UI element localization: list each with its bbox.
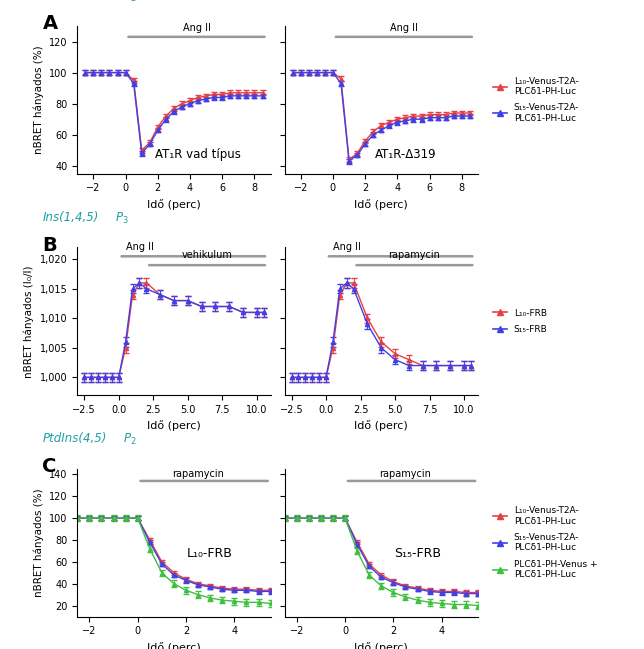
- Text: S₁₅-FRB: S₁₅-FRB: [394, 546, 441, 559]
- Text: rapamycin: rapamycin: [388, 251, 440, 260]
- Text: Ang II: Ang II: [333, 241, 361, 252]
- Text: C: C: [43, 457, 57, 476]
- X-axis label: Idő (perc): Idő (perc): [147, 421, 201, 432]
- Text: $P_3$: $P_3$: [115, 210, 129, 226]
- Text: PtdIns(4,5): PtdIns(4,5): [43, 0, 107, 2]
- Text: $P_2$: $P_2$: [123, 432, 137, 447]
- X-axis label: Idő (perc): Idő (perc): [147, 642, 201, 649]
- Text: PtdIns(4,5): PtdIns(4,5): [43, 432, 107, 445]
- X-axis label: Idő (perc): Idő (perc): [354, 199, 408, 210]
- Text: rapamycin: rapamycin: [379, 469, 431, 479]
- Text: Ins(1,4,5): Ins(1,4,5): [43, 210, 99, 223]
- X-axis label: Idő (perc): Idő (perc): [354, 642, 408, 649]
- Legend: L₁₀-Venus-T2A-
PLCδ1-PH-Luc, S₁₅-Venus-T2A-
PLCδ1-PH-Luc, PLCδ1-PH-Venus +
PLCδ1: L₁₀-Venus-T2A- PLCδ1-PH-Luc, S₁₅-Venus-T…: [489, 503, 601, 583]
- Text: AT₁R vad típus: AT₁R vad típus: [155, 149, 241, 162]
- Text: Ang II: Ang II: [182, 23, 211, 33]
- Text: Ang II: Ang II: [126, 241, 153, 252]
- X-axis label: Idő (perc): Idő (perc): [147, 199, 201, 210]
- Text: A: A: [43, 14, 57, 33]
- Text: rapamycin: rapamycin: [172, 469, 224, 479]
- Legend: L₁₀-FRB, S₁₅-FRB: L₁₀-FRB, S₁₅-FRB: [489, 305, 551, 337]
- Text: B: B: [43, 236, 57, 254]
- Y-axis label: nBRET hányados (%): nBRET hányados (%): [33, 489, 44, 597]
- Legend: L₁₀-Venus-T2A-
PLCδ1-PH-Luc, S₁₅-Venus-T2A-
PLCδ1-PH-Luc: L₁₀-Venus-T2A- PLCδ1-PH-Luc, S₁₅-Venus-T…: [489, 73, 583, 127]
- Y-axis label: nBRET hányados (I₀/I): nBRET hányados (I₀/I): [24, 265, 34, 378]
- Text: Ang II: Ang II: [390, 23, 418, 33]
- Text: vehikulum: vehikulum: [182, 251, 232, 260]
- Text: AT₁R-Δ319: AT₁R-Δ319: [375, 149, 436, 162]
- Text: $P_2$: $P_2$: [123, 0, 137, 4]
- Y-axis label: nBRET hányados (%): nBRET hányados (%): [33, 45, 44, 154]
- Text: L₁₀-FRB: L₁₀-FRB: [187, 546, 233, 559]
- X-axis label: Idő (perc): Idő (perc): [354, 421, 408, 432]
